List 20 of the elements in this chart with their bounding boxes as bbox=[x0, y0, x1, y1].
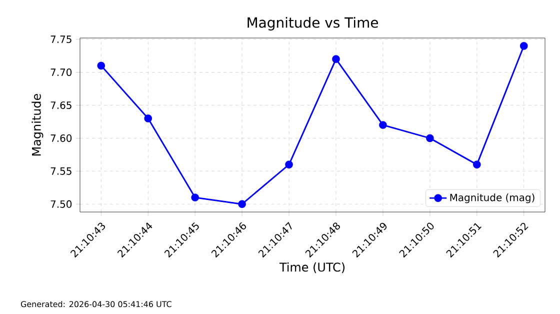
point bbox=[520, 42, 528, 50]
point bbox=[238, 200, 246, 208]
y-tick-label: 7.65 bbox=[50, 101, 72, 109]
point bbox=[472, 160, 481, 168]
y-axis-title: Magnitude bbox=[32, 94, 44, 156]
x-axis-title: Time (UTC) bbox=[279, 262, 345, 274]
y-tick-label: 7.75 bbox=[50, 36, 72, 44]
y-tick-label: 7.60 bbox=[50, 134, 72, 142]
y-tick-label: 7.50 bbox=[50, 200, 72, 208]
y-tick-label: 7.70 bbox=[50, 68, 72, 76]
y-tick-label: 7.55 bbox=[50, 167, 72, 175]
point bbox=[332, 55, 340, 64]
point bbox=[144, 114, 152, 122]
point bbox=[97, 62, 106, 70]
legend-label: Magnitude (mag) bbox=[450, 194, 534, 204]
point bbox=[379, 121, 387, 129]
point bbox=[191, 194, 200, 202]
chart-title: Magnitude vs Time bbox=[248, 17, 378, 31]
point bbox=[426, 134, 434, 142]
point bbox=[285, 160, 293, 168]
